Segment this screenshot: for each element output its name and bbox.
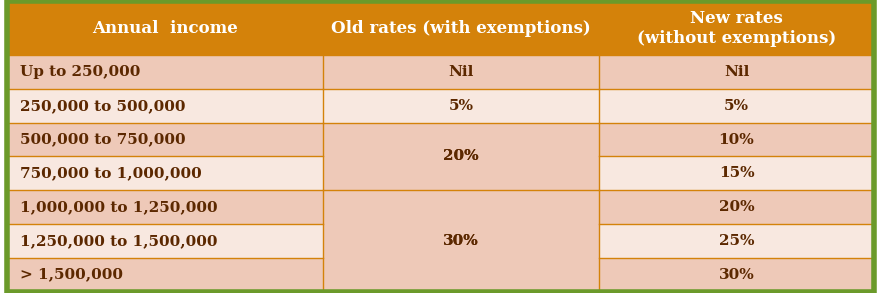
Bar [7, 190, 323, 224]
Bar [599, 89, 874, 123]
Bar [599, 156, 874, 190]
Bar [323, 123, 599, 190]
Text: 500,000 to 750,000: 500,000 to 750,000 [20, 132, 186, 146]
Bar [7, 258, 323, 292]
Bar [7, 89, 323, 123]
Bar [599, 1, 874, 55]
Bar [323, 190, 599, 224]
Bar [323, 224, 599, 258]
Bar [599, 190, 874, 224]
Bar [7, 224, 323, 258]
Bar [323, 156, 599, 190]
Text: Annual  income: Annual income [93, 20, 238, 37]
Bar [7, 123, 323, 156]
Bar [323, 1, 599, 55]
Bar [599, 258, 874, 292]
Text: 20%: 20% [719, 200, 754, 214]
Text: Nil: Nil [448, 65, 474, 79]
Text: > 1,500,000: > 1,500,000 [20, 268, 123, 282]
Text: 20%: 20% [443, 149, 479, 163]
Bar [7, 1, 323, 55]
Text: 15%: 15% [719, 166, 754, 180]
Text: Up to 250,000: Up to 250,000 [20, 65, 141, 79]
Text: 30%: 30% [719, 268, 754, 282]
Text: 750,000 to 1,000,000: 750,000 to 1,000,000 [20, 166, 202, 180]
Text: Nil: Nil [724, 65, 749, 79]
Bar [323, 258, 599, 292]
Text: 25%: 25% [719, 234, 754, 248]
Text: Old rates (with exemptions): Old rates (with exemptions) [331, 20, 591, 37]
Bar [7, 156, 323, 190]
Bar [599, 224, 874, 258]
Text: 30%: 30% [443, 234, 479, 248]
Text: 5%: 5% [724, 99, 749, 113]
Text: 5%: 5% [448, 99, 474, 113]
Bar [323, 123, 599, 156]
Bar [599, 123, 874, 156]
Bar [7, 55, 323, 89]
Text: 250,000 to 500,000: 250,000 to 500,000 [20, 99, 186, 113]
Bar [323, 55, 599, 89]
Text: 1,250,000 to 1,500,000: 1,250,000 to 1,500,000 [20, 234, 218, 248]
Text: 10%: 10% [719, 132, 754, 146]
Text: 30%: 30% [443, 234, 479, 248]
Text: 1,000,000 to 1,250,000: 1,000,000 to 1,250,000 [20, 200, 218, 214]
Text: 20%: 20% [443, 149, 479, 163]
Text: New rates
(without exemptions): New rates (without exemptions) [637, 10, 836, 47]
Bar [599, 55, 874, 89]
Bar [323, 89, 599, 123]
Bar [323, 190, 599, 292]
